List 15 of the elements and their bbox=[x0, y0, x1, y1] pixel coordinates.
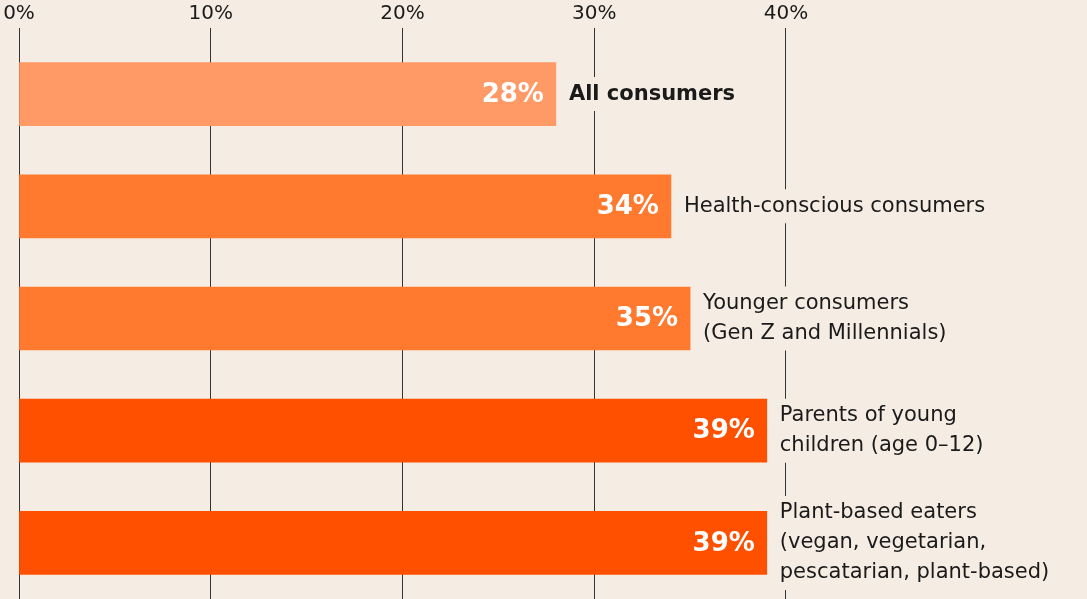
data-label: 39% bbox=[692, 414, 755, 445]
data-label: 34% bbox=[596, 190, 659, 221]
data-label: 39% bbox=[692, 526, 755, 557]
x-tick-label: 40% bbox=[763, 0, 809, 25]
y-tick-label: Plant-based eaters (vegan, vegetarian, pescatarian, plant-based) bbox=[779, 499, 1050, 584]
x-tick-label: 0% bbox=[3, 0, 35, 25]
x-tick-label: 30% bbox=[572, 0, 617, 25]
x-tick-label: 10% bbox=[188, 0, 233, 25]
x-tick-label: 20% bbox=[380, 0, 425, 25]
y-tick-label: Parents of young children (age 0–12) bbox=[779, 402, 984, 457]
data-label: 28% bbox=[481, 77, 544, 108]
y-tick-label: Younger consumers (Gen Z and Millennials) bbox=[702, 289, 947, 344]
data-label: 35% bbox=[615, 302, 679, 333]
y-tick-label: Health-conscious consumers bbox=[683, 192, 986, 217]
y-tick-label: All consumers bbox=[568, 80, 736, 105]
